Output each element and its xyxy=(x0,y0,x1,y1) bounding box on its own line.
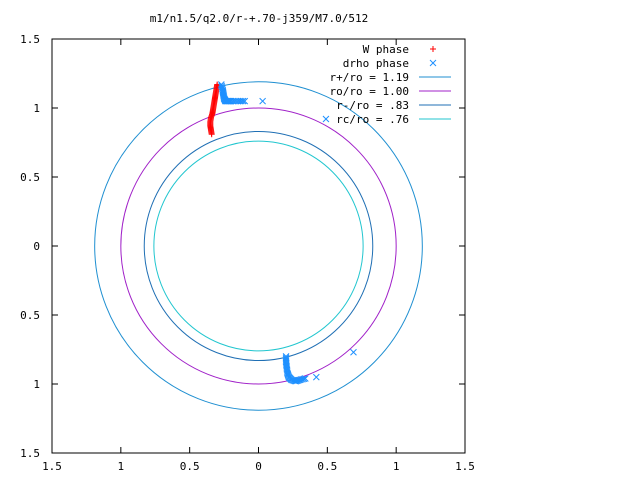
y-tick-label: 1.5 xyxy=(20,447,40,460)
circle-1 xyxy=(94,81,423,411)
circle-2 xyxy=(120,107,397,385)
drho-phase-point xyxy=(322,115,330,123)
x-tick-label: 0.5 xyxy=(180,460,200,473)
x-tick-label: 1.5 xyxy=(42,460,62,473)
x-tick-label: 0 xyxy=(255,460,262,473)
drho-phase-point xyxy=(350,348,357,356)
drho-phase-point xyxy=(259,97,266,105)
y-tick-label: 0.5 xyxy=(20,171,40,184)
chart-title: m1/n1.5/q2.0/r-+.70-j359/M7.0/512 xyxy=(150,12,369,25)
y-tick-label: 1.5 xyxy=(20,33,40,46)
legend-label: W phase xyxy=(363,43,409,56)
legend-label: drho phase xyxy=(343,57,409,70)
x-tick-label: 1 xyxy=(393,460,400,473)
drho-phase-point xyxy=(312,373,320,381)
circle-4 xyxy=(153,140,364,352)
x-tick-label: 1.5 xyxy=(455,460,475,473)
y-tick-label: 0.5 xyxy=(20,309,40,322)
y-tick-label: 1 xyxy=(33,102,40,115)
drho-phase-point-fill xyxy=(239,97,247,105)
legend-marker-cross xyxy=(429,59,437,67)
x-tick-label: 0.5 xyxy=(317,460,337,473)
legend-label: r+/ro = 1.19 xyxy=(330,71,409,84)
legend-label: ro/ro = 1.00 xyxy=(330,85,409,98)
x-tick-label: 1 xyxy=(118,460,125,473)
drho-phase-point-fill xyxy=(300,375,308,383)
circle-3 xyxy=(143,130,374,362)
y-tick-label: 1 xyxy=(33,378,40,391)
legend-marker-plus xyxy=(430,46,436,52)
drho-phase-point xyxy=(241,97,249,105)
legend-label: rc/ro = .76 xyxy=(336,113,409,126)
legend-label: r-/ro = .83 xyxy=(336,99,409,112)
y-tick-label: 0 xyxy=(33,240,40,253)
drho-phase-point xyxy=(301,375,309,382)
